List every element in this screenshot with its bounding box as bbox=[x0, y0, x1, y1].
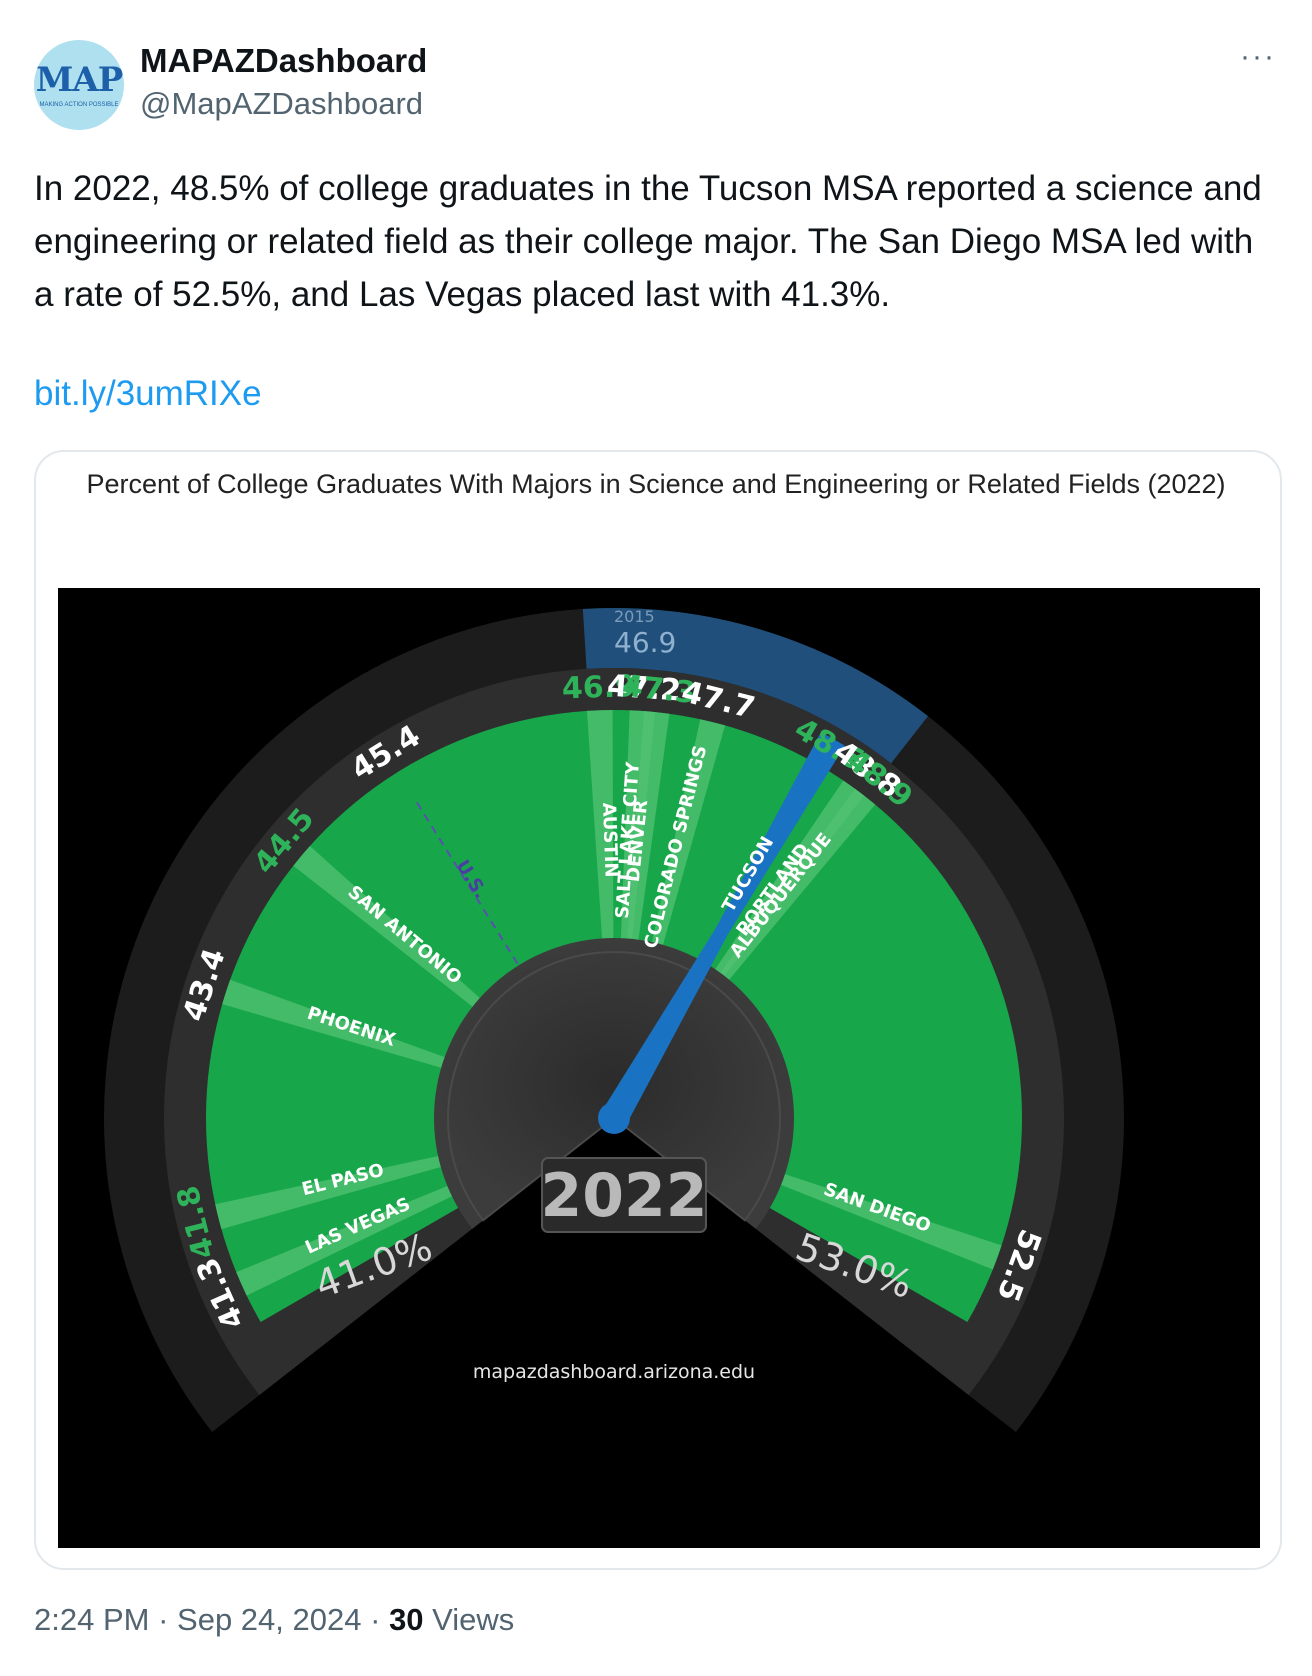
display-name[interactable]: MAPAZDashboard bbox=[140, 42, 428, 79]
needle-pivot bbox=[598, 1102, 630, 1134]
value-label: 47.3 bbox=[620, 669, 697, 712]
value-label: 47.2 bbox=[606, 669, 682, 709]
views-label: Views bbox=[432, 1602, 515, 1637]
category-label: AUSTIN bbox=[598, 802, 622, 878]
chart-panel: LAS VEGAS 41.3 EL PASO 41.8 PHOENIX 43.4 SAN A… bbox=[58, 588, 1260, 1548]
footer-separator: · bbox=[158, 1602, 169, 1637]
map-logo: MAP bbox=[35, 60, 124, 100]
more-options-icon[interactable]: ··· bbox=[1240, 40, 1276, 73]
tucson-2015-band bbox=[582, 608, 928, 764]
tweet-date[interactable]: Sep 24, 2024 bbox=[177, 1602, 362, 1637]
hub-tick-ring bbox=[447, 951, 781, 1222]
tucson-needle bbox=[601, 756, 823, 1125]
avatar[interactable]: MAP MAKING ACTION POSSIBLE bbox=[34, 40, 124, 130]
footer-separator: · bbox=[370, 1602, 381, 1637]
tweet-time[interactable]: 2:24 PM bbox=[34, 1602, 150, 1637]
chart-title: Percent of College Graduates With Majors… bbox=[86, 469, 1226, 499]
value-label: 46.9 bbox=[561, 669, 636, 707]
map-logo-tagline: MAKING ACTION POSSIBLE bbox=[39, 102, 119, 108]
gauge-hub bbox=[434, 938, 794, 1229]
tweet-text: In 2022, 48.5% of college graduates in t… bbox=[34, 169, 1262, 314]
chart-source: mapazdashboard.arizona.edu bbox=[473, 1361, 755, 1383]
year-counter-box bbox=[541, 1157, 707, 1233]
year-counter: 2022 bbox=[541, 1161, 708, 1231]
label-2015-value: 46.9 bbox=[614, 626, 676, 659]
label-2015-year: 2015 bbox=[614, 607, 655, 626]
tweet-footer: 2:24 PM · Sep 24, 2024 · 30 Views bbox=[34, 1602, 514, 1638]
views-count: 30 bbox=[389, 1602, 424, 1637]
tweet-link[interactable]: bit.ly/3umRIXe bbox=[34, 374, 262, 413]
user-handle[interactable]: @MapAZDashboard bbox=[140, 86, 424, 121]
